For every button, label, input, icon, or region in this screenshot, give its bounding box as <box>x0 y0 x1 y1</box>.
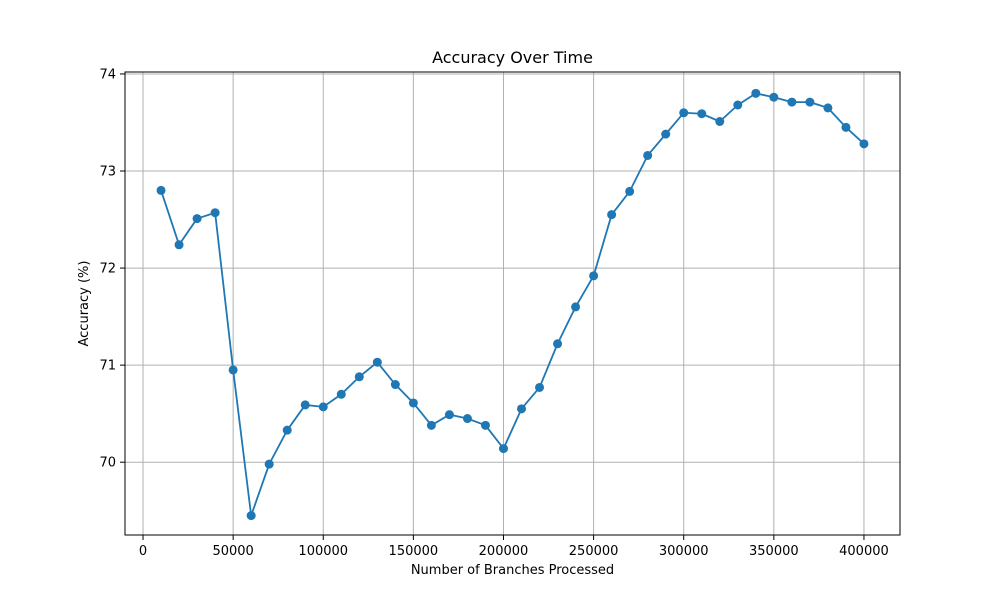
data-point <box>787 97 797 107</box>
y-tick-label: 71 <box>99 359 116 374</box>
data-point <box>625 186 635 196</box>
data-point <box>372 357 382 367</box>
grid <box>125 72 900 535</box>
data-point <box>823 103 833 113</box>
data-point <box>480 420 490 430</box>
data-point <box>192 214 202 224</box>
data-point <box>751 88 761 98</box>
series-line <box>160 92 865 517</box>
data-point <box>246 511 256 521</box>
x-tick-label: 0 <box>139 544 147 559</box>
plot-area <box>124 71 901 536</box>
data-point <box>264 459 274 469</box>
data-point <box>354 372 364 382</box>
y-axis-title: Accuracy (%) <box>77 261 92 347</box>
y-tick-label: 72 <box>99 262 116 277</box>
data-point <box>210 208 220 218</box>
data-point <box>859 139 869 149</box>
data-point <box>336 389 346 399</box>
data-point <box>769 92 779 102</box>
data-point <box>661 129 671 139</box>
data-point <box>643 150 653 160</box>
data-point <box>318 402 328 412</box>
x-tick-label: 200000 <box>479 544 529 559</box>
data-point <box>517 404 527 414</box>
data-point <box>408 398 418 408</box>
data-point <box>715 117 725 127</box>
x-axis-title: Number of Branches Processed <box>411 563 614 578</box>
data-point <box>589 271 599 281</box>
y-tick-label: 73 <box>99 165 116 180</box>
data-point <box>841 122 851 132</box>
x-tick-label: 350000 <box>749 544 799 559</box>
data-point <box>498 444 508 454</box>
data-point <box>553 339 563 349</box>
x-tick-label: 400000 <box>839 544 889 559</box>
data-point <box>571 302 581 312</box>
data-point <box>805 97 815 107</box>
data-point <box>679 108 689 118</box>
data-point <box>426 420 436 430</box>
series <box>156 88 869 521</box>
y-tick-label: 70 <box>99 456 116 471</box>
x-tick-label: 300000 <box>659 544 709 559</box>
data-point <box>228 365 238 375</box>
x-tick-label: 250000 <box>569 544 619 559</box>
chart-title: Accuracy Over Time <box>432 48 593 67</box>
data-point <box>607 210 617 220</box>
data-point <box>300 400 310 410</box>
data-point <box>156 185 166 195</box>
y-axis: 70 71 72 73 74 <box>99 67 125 471</box>
data-point <box>535 382 545 392</box>
data-point <box>462 414 472 424</box>
data-point <box>733 100 743 110</box>
data-point <box>174 240 184 250</box>
data-point <box>444 410 454 420</box>
data-point <box>282 425 292 435</box>
x-tick-label: 150000 <box>389 544 439 559</box>
data-point <box>697 109 707 119</box>
x-tick-label: 50000 <box>212 544 253 559</box>
x-tick-label: 100000 <box>298 544 348 559</box>
data-point <box>390 380 400 390</box>
y-tick-label: 74 <box>99 67 116 82</box>
x-axis: 0 50000 100000 150000 200000 250000 300000 3500… <box>139 535 889 559</box>
